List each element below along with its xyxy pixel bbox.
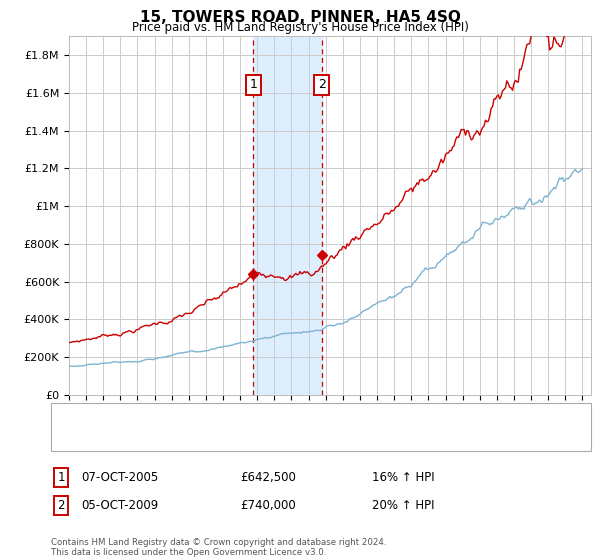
Text: 15, TOWERS ROAD, PINNER, HA5 4SQ (detached house): 15, TOWERS ROAD, PINNER, HA5 4SQ (detach…: [93, 412, 384, 422]
Text: 15, TOWERS ROAD, PINNER, HA5 4SQ: 15, TOWERS ROAD, PINNER, HA5 4SQ: [140, 10, 460, 25]
Text: 07-OCT-2005: 07-OCT-2005: [81, 470, 158, 484]
Text: ——: ——: [60, 431, 88, 445]
Text: HPI: Average price, detached house, Harrow: HPI: Average price, detached house, Harr…: [93, 432, 323, 442]
Text: 16% ↑ HPI: 16% ↑ HPI: [372, 470, 434, 484]
Text: 2: 2: [58, 498, 65, 512]
Text: ——: ——: [60, 409, 88, 423]
Bar: [253, 36, 322, 395]
Text: £740,000: £740,000: [240, 498, 296, 512]
Text: Contains HM Land Registry data © Crown copyright and database right 2024.
This d: Contains HM Land Registry data © Crown c…: [51, 538, 386, 557]
Text: 20% ↑ HPI: 20% ↑ HPI: [372, 498, 434, 512]
Text: 1: 1: [250, 78, 257, 91]
Text: Price paid vs. HM Land Registry's House Price Index (HPI): Price paid vs. HM Land Registry's House …: [131, 21, 469, 34]
Text: 05-OCT-2009: 05-OCT-2009: [81, 498, 158, 512]
Text: 1: 1: [58, 470, 65, 484]
Text: 2: 2: [318, 78, 326, 91]
Text: £642,500: £642,500: [240, 470, 296, 484]
